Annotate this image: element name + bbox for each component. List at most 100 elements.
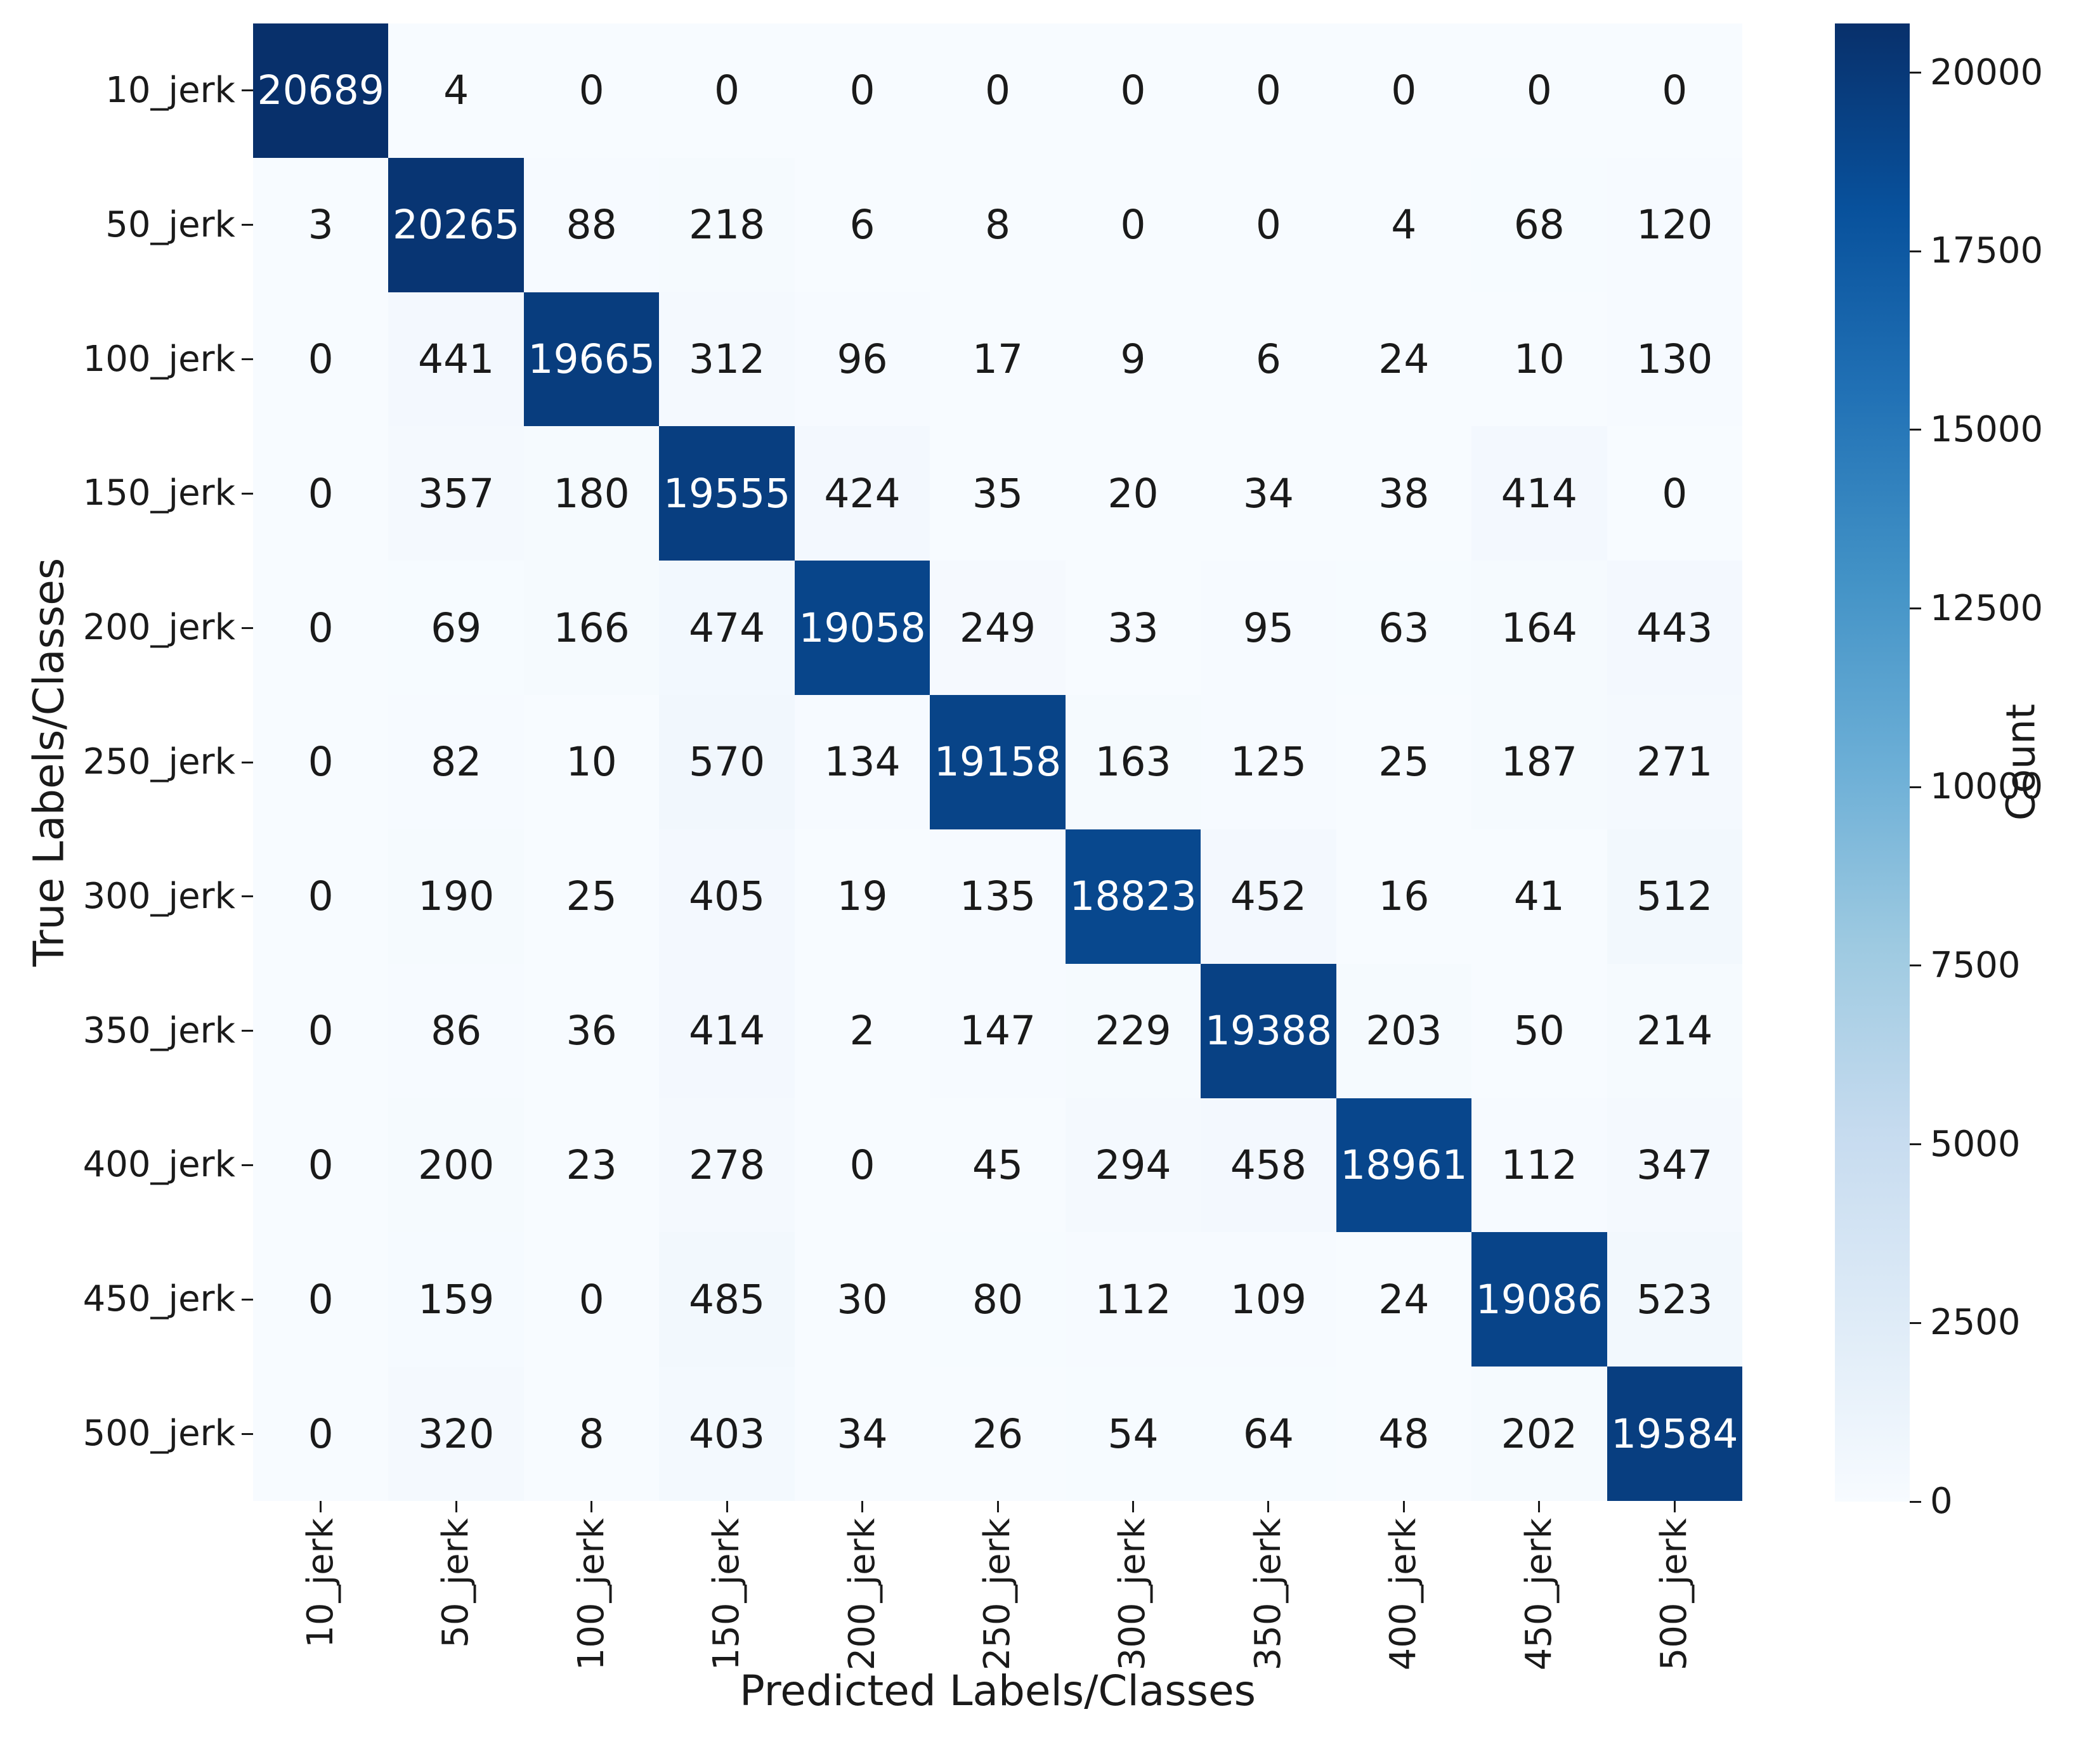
heatmap-cell: 24 xyxy=(1336,1232,1472,1367)
x-tick-mark xyxy=(1673,1501,1676,1512)
heatmap-cell: 120 xyxy=(1607,157,1742,292)
heatmap-cell: 0 xyxy=(523,1232,660,1367)
heatmap-cell: 4 xyxy=(1336,157,1472,292)
heatmap-cell: 474 xyxy=(659,561,795,696)
y-tick-mark xyxy=(242,1432,253,1435)
heatmap-cell: 69 xyxy=(388,561,524,696)
heatmap-cell: 96 xyxy=(794,292,930,427)
colorbar-tick-label: 10000 xyxy=(1930,766,2044,808)
x-tick-label: 450_jerk xyxy=(1518,1518,1560,1671)
y-tick-mark xyxy=(242,224,253,226)
heatmap-cell: 26 xyxy=(930,1367,1066,1501)
heatmap-cell: 147 xyxy=(930,963,1066,1098)
heatmap-cell: 20265 xyxy=(388,157,524,292)
colorbar-tick-mark xyxy=(1910,1321,1921,1324)
colorbar-tick-mark xyxy=(1910,964,1921,967)
heatmap-cell: 64 xyxy=(1201,1367,1336,1501)
x-tick-mark xyxy=(455,1501,457,1512)
x-tick-mark xyxy=(1267,1501,1270,1512)
heatmap-cell: 202 xyxy=(1471,1367,1607,1501)
heatmap-cell: 30 xyxy=(794,1232,930,1367)
heatmap-cell: 0 xyxy=(794,1098,930,1233)
heatmap-cell: 6 xyxy=(1201,292,1336,427)
heatmap-cell: 20 xyxy=(1065,426,1201,561)
x-tick-label: 400_jerk xyxy=(1383,1518,1425,1671)
y-tick-label: 50_jerk xyxy=(105,204,235,245)
y-tick-label: 150_jerk xyxy=(82,472,235,514)
heatmap-cell: 20689 xyxy=(253,23,389,158)
heatmap-cell: 164 xyxy=(1471,561,1607,696)
heatmap-cell: 10 xyxy=(1471,292,1607,427)
heatmap-cell: 23 xyxy=(523,1098,660,1233)
heatmap-cell: 200 xyxy=(388,1098,524,1233)
heatmap-cell: 34 xyxy=(1201,426,1336,561)
heatmap-cell: 452 xyxy=(1201,829,1336,964)
heatmap-cell: 0 xyxy=(253,426,389,561)
heatmap-cell: 0 xyxy=(253,292,389,427)
heatmap-cell: 134 xyxy=(794,695,930,829)
x-tick-label: 500_jerk xyxy=(1653,1518,1695,1671)
heatmap-cell: 41 xyxy=(1471,829,1607,964)
colorbar-tick-mark xyxy=(1910,607,1921,610)
heatmap-cell: 112 xyxy=(1471,1098,1607,1233)
heatmap-cell: 0 xyxy=(1065,23,1201,158)
heatmap-cell: 523 xyxy=(1607,1232,1742,1367)
heatmap-cell: 35 xyxy=(930,426,1066,561)
heatmap-cell: 130 xyxy=(1607,292,1742,427)
heatmap-cell: 414 xyxy=(1471,426,1607,561)
x-tick-mark xyxy=(320,1501,322,1512)
heatmap-cell: 570 xyxy=(659,695,795,829)
heatmap-cell: 19 xyxy=(794,829,930,964)
heatmap-cell: 48 xyxy=(1336,1367,1472,1501)
heatmap-cell: 33 xyxy=(1065,561,1201,696)
heatmap-cell: 214 xyxy=(1607,963,1742,1098)
x-tick-label: 250_jerk xyxy=(977,1518,1018,1671)
heatmap-cell: 19555 xyxy=(659,426,795,561)
colorbar-label-text: Count xyxy=(1997,703,2044,821)
x-axis-label: Predicted Labels/Classes xyxy=(739,1666,1256,1715)
heatmap-cell: 187 xyxy=(1471,695,1607,829)
x-tick-label: 100_jerk xyxy=(570,1518,612,1671)
heatmap-cell: 38 xyxy=(1336,426,1472,561)
colorbar-tick-mark xyxy=(1910,429,1921,431)
heatmap-cell: 218 xyxy=(659,157,795,292)
heatmap-cell: 0 xyxy=(1607,426,1742,561)
heatmap-cell: 229 xyxy=(1065,963,1201,1098)
heatmap-cell: 203 xyxy=(1336,963,1472,1098)
colorbar-tick-label: 15000 xyxy=(1930,408,2044,450)
colorbar-tick-label: 5000 xyxy=(1930,1123,2021,1165)
colorbar-label: Count xyxy=(1998,704,2044,821)
heatmap-cell: 18961 xyxy=(1336,1098,1472,1233)
y-tick-label: 100_jerk xyxy=(82,338,235,380)
heatmap-cell: 86 xyxy=(388,963,524,1098)
heatmap-cell: 0 xyxy=(1607,23,1742,158)
heatmap-cell: 82 xyxy=(388,695,524,829)
heatmap-cell: 95 xyxy=(1201,561,1336,696)
heatmap-cell: 9 xyxy=(1065,292,1201,427)
heatmap-cell: 0 xyxy=(1336,23,1472,158)
heatmap-cell: 403 xyxy=(659,1367,795,1501)
heatmap-cell: 0 xyxy=(930,23,1066,158)
x-tick-label: 200_jerk xyxy=(841,1518,883,1671)
heatmap-cell: 0 xyxy=(794,23,930,158)
heatmap-cell: 357 xyxy=(388,426,524,561)
heatmap-cell: 180 xyxy=(523,426,660,561)
heatmap-cell: 485 xyxy=(659,1232,795,1367)
x-tick-mark xyxy=(996,1501,999,1512)
heatmap-cell: 424 xyxy=(794,426,930,561)
heatmap-cell: 17 xyxy=(930,292,1066,427)
heatmap-cell: 8 xyxy=(523,1367,660,1501)
heatmap-cell: 18823 xyxy=(1065,829,1201,964)
heatmap-cell: 4 xyxy=(388,23,524,158)
y-tick-label: 350_jerk xyxy=(82,1010,235,1051)
heatmap-cell: 24 xyxy=(1336,292,1472,427)
y-tick-mark xyxy=(242,1030,253,1032)
heatmap-cell: 347 xyxy=(1607,1098,1742,1233)
x-tick-label: 350_jerk xyxy=(1247,1518,1289,1671)
x-tick-mark xyxy=(1538,1501,1541,1512)
y-tick-label: 10_jerk xyxy=(105,70,235,112)
heatmap-cell: 166 xyxy=(523,561,660,696)
colorbar-tick-mark xyxy=(1910,1143,1921,1146)
x-tick-mark xyxy=(861,1501,864,1512)
